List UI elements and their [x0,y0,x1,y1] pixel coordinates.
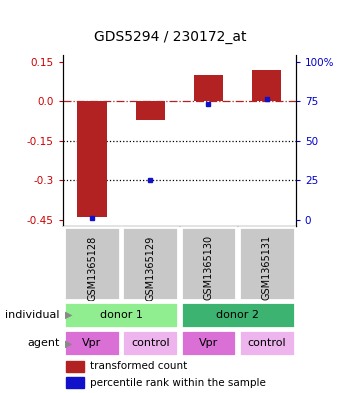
Bar [64,227,120,300]
Bar [239,331,295,356]
Text: individual: individual [5,310,59,320]
Bar [64,302,178,328]
Text: transformed count: transformed count [90,361,187,371]
Text: GSM1365128: GSM1365128 [87,235,97,301]
Bar [181,302,295,328]
Text: Vpr: Vpr [82,338,102,349]
Text: GSM1365129: GSM1365129 [145,235,155,301]
Text: control: control [131,338,170,349]
Bar [122,227,178,300]
Text: ▶: ▶ [65,310,72,320]
Bar [78,101,106,217]
Text: Vpr: Vpr [199,338,218,349]
Text: agent: agent [27,338,60,349]
Text: GSM1365130: GSM1365130 [203,235,214,301]
Bar [194,75,223,101]
Text: percentile rank within the sample: percentile rank within the sample [90,378,266,388]
Bar [64,331,120,356]
Bar [66,377,84,388]
Bar [122,331,178,356]
Text: donor 1: donor 1 [100,310,142,320]
Text: ▶: ▶ [65,338,72,349]
Bar [239,227,295,300]
Bar [181,331,236,356]
Bar [252,70,281,101]
Bar [181,227,236,300]
Text: donor 2: donor 2 [216,310,259,320]
Text: GDS5294 / 230172_at: GDS5294 / 230172_at [94,29,246,44]
Text: control: control [248,338,286,349]
Bar [66,361,84,372]
Bar [136,101,165,120]
Text: GSM1365131: GSM1365131 [262,235,272,301]
